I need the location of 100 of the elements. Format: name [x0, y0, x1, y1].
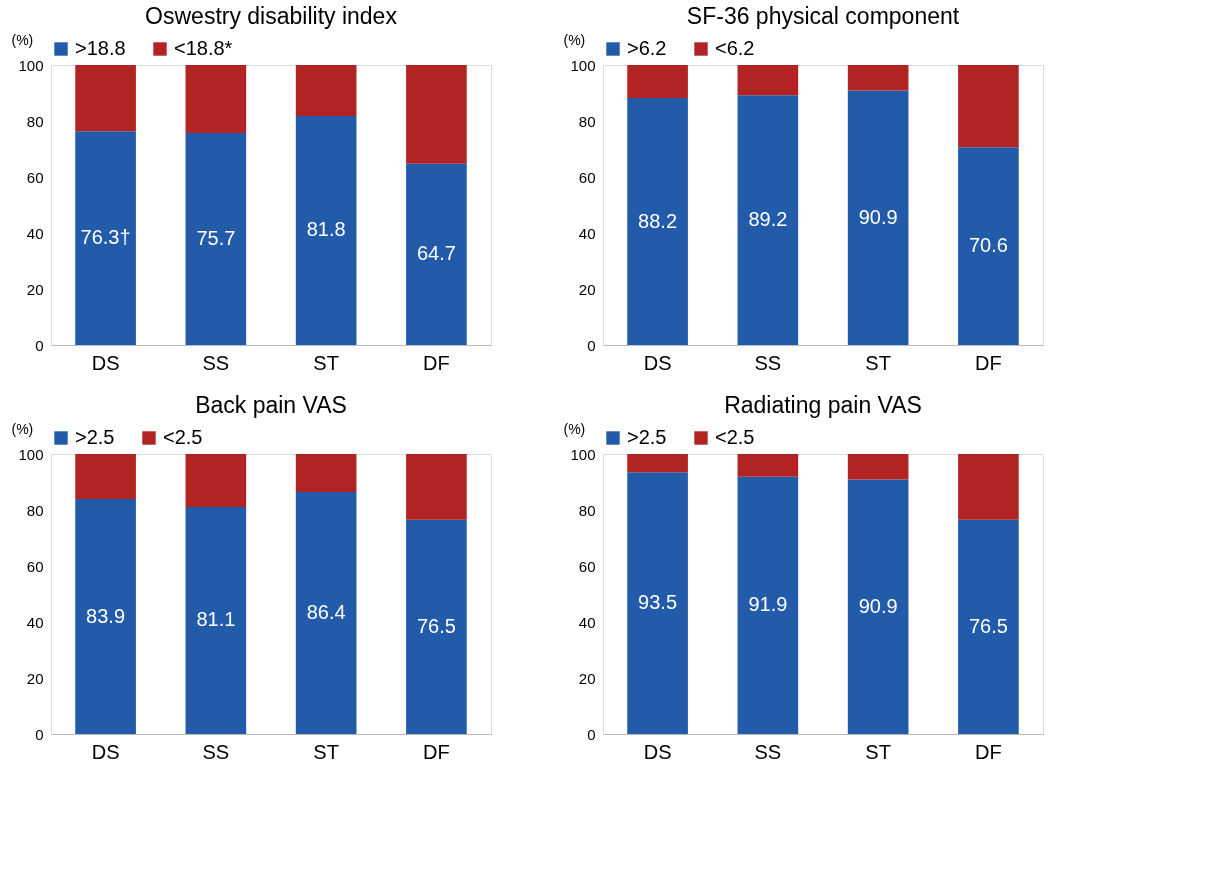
- y-tick-label: 20: [26, 280, 44, 298]
- legend-label: >18.8: [75, 37, 126, 59]
- data-label: 76.5: [416, 614, 456, 637]
- bar: [406, 519, 467, 734]
- bar: [295, 65, 357, 116]
- data-label: 76.5: [968, 614, 1008, 637]
- y-tick-label: 0: [35, 336, 44, 354]
- chart-title: SF-36 physical component: [686, 3, 960, 29]
- legend-label: >6.2: [627, 37, 667, 59]
- x-tick-label: ST: [865, 351, 891, 374]
- y-tick-label: 60: [578, 557, 596, 575]
- y-tick-label: 0: [587, 336, 596, 354]
- data-label: 76.3†: [80, 226, 131, 249]
- y-tick-label: 20: [578, 280, 596, 298]
- bar: [75, 454, 136, 500]
- legend-label: <2.5: [715, 426, 755, 448]
- data-label: 91.9: [748, 593, 788, 616]
- bar: [295, 492, 357, 734]
- bar: [958, 519, 1019, 734]
- bar: [627, 98, 688, 345]
- bar: [847, 65, 909, 91]
- bar: [185, 506, 247, 734]
- chart-title: Back pain VAS: [195, 392, 347, 418]
- bar: [406, 65, 467, 164]
- y-tick-label: 20: [26, 669, 44, 687]
- bar: [847, 454, 909, 480]
- y-tick-label: 0: [35, 725, 44, 743]
- bar: [958, 147, 1019, 345]
- x-tick-label: ST: [313, 740, 339, 763]
- bar: [75, 131, 136, 345]
- data-label: 83.9: [86, 604, 126, 627]
- x-tick-label: SS: [202, 351, 230, 374]
- data-label: 64.7: [416, 242, 456, 265]
- legend-label: <18.8*: [174, 37, 233, 59]
- bar: [958, 65, 1019, 148]
- legend-label: <2.5: [163, 426, 203, 448]
- y-tick-label: 40: [578, 613, 596, 631]
- y-tick-label: 20: [578, 669, 596, 687]
- y-tick-label: 80: [26, 501, 44, 519]
- bar: [627, 65, 688, 99]
- x-tick-label: DF: [423, 351, 450, 374]
- data-label: 90.9: [858, 205, 898, 228]
- data-label: 93.5: [638, 591, 678, 614]
- bar: [627, 454, 688, 473]
- bar: [847, 479, 909, 734]
- y-tick-label: 80: [578, 112, 596, 130]
- x-tick-label: SS: [202, 740, 230, 763]
- x-tick-label: DS: [91, 740, 120, 763]
- y-tick-label: 60: [26, 557, 44, 575]
- chart-title: Oswestry disability index: [145, 3, 398, 29]
- x-tick-label: DS: [91, 351, 120, 374]
- chart-title: Radiating pain VAS: [724, 392, 922, 418]
- bar: [737, 95, 799, 345]
- bar: [627, 472, 688, 734]
- data-label: 86.4: [306, 601, 346, 624]
- y-tick-label: 40: [26, 613, 44, 631]
- y-axis-title: (%): [11, 31, 34, 48]
- x-tick-label: ST: [865, 740, 891, 763]
- bar: [75, 499, 136, 734]
- x-tick-label: DF: [975, 740, 1002, 763]
- bar: [737, 65, 799, 96]
- y-tick-label: 40: [26, 224, 44, 242]
- data-label: 88.2: [638, 209, 678, 232]
- y-axis-title: (%): [563, 31, 586, 48]
- y-tick-label: 40: [578, 224, 596, 242]
- data-label: 81.8: [306, 218, 346, 241]
- y-tick-label: 100: [570, 445, 596, 463]
- bar: [958, 454, 1019, 520]
- bar: [295, 115, 357, 345]
- y-tick-label: 80: [578, 501, 596, 519]
- x-tick-label: ST: [313, 351, 339, 374]
- bar: [737, 454, 799, 477]
- bar: [295, 454, 357, 493]
- data-label: 70.6: [968, 234, 1008, 257]
- bar: [185, 133, 247, 345]
- y-tick-label: 0: [587, 725, 596, 743]
- bar: [737, 476, 799, 734]
- y-tick-label: 100: [18, 56, 44, 74]
- legend-label: >2.5: [627, 426, 667, 448]
- y-tick-label: 80: [26, 112, 44, 130]
- x-tick-label: DF: [423, 740, 450, 763]
- legend-label: >2.5: [75, 426, 115, 448]
- x-tick-label: DF: [975, 351, 1002, 374]
- data-label: 90.9: [858, 594, 898, 617]
- x-tick-label: DS: [643, 740, 672, 763]
- x-tick-label: DS: [643, 351, 672, 374]
- y-tick-label: 60: [26, 168, 44, 186]
- y-axis-title: (%): [563, 420, 586, 437]
- y-tick-label: 60: [578, 168, 596, 186]
- y-tick-label: 100: [18, 445, 44, 463]
- data-label: 75.7: [196, 227, 236, 250]
- data-label: 89.2: [748, 208, 788, 231]
- bar: [406, 454, 467, 520]
- bar: [185, 454, 247, 507]
- data-label: 81.1: [196, 608, 236, 631]
- legend-label: <6.2: [715, 37, 755, 59]
- x-tick-label: SS: [754, 740, 782, 763]
- bar: [847, 90, 909, 345]
- bar: [185, 65, 247, 134]
- y-tick-label: 100: [570, 56, 596, 74]
